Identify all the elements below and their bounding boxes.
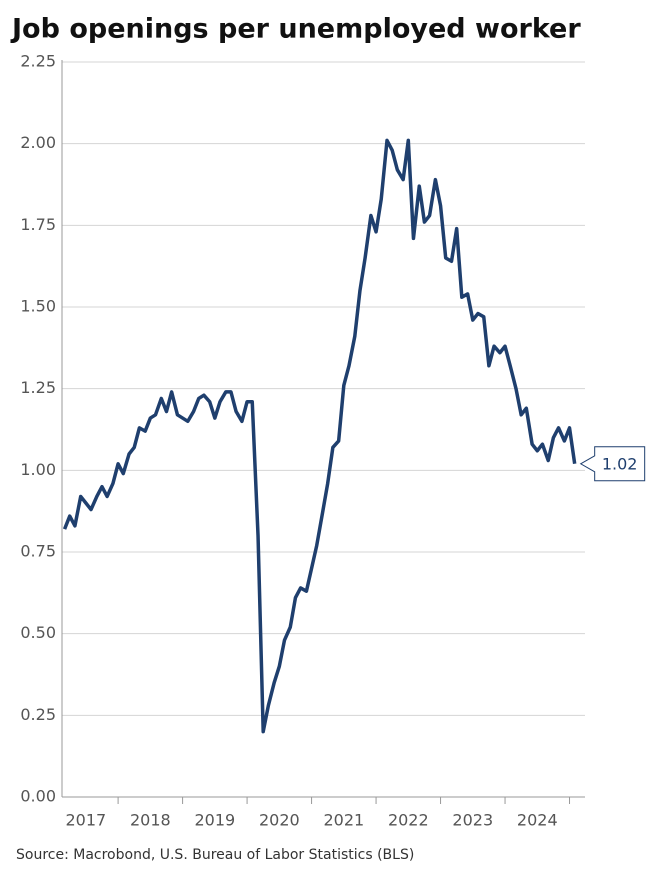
x-tick-label: 2021 <box>323 811 364 830</box>
y-tick-label: 1.50 <box>20 297 56 316</box>
y-tick-label: 1.75 <box>20 215 56 234</box>
x-tick-label: 2020 <box>259 811 300 830</box>
y-tick-label: 2.25 <box>20 52 56 71</box>
x-tick-label: 2022 <box>388 811 429 830</box>
callout-box <box>579 446 646 482</box>
y-tick-label: 1.00 <box>20 460 56 479</box>
y-tick-label: 1.25 <box>20 378 56 397</box>
x-tick-label: 2019 <box>194 811 235 830</box>
chart-title: Job openings per unemployed worker <box>10 14 581 45</box>
y-tick-label: 0.00 <box>20 787 56 806</box>
y-tick-label: 0.50 <box>20 623 56 642</box>
callout-label: 1.02 <box>602 454 638 473</box>
source-note: Source: Macrobond, U.S. Bureau of Labor … <box>16 847 414 863</box>
y-tick-label: 0.75 <box>20 542 56 561</box>
data-line <box>62 138 577 734</box>
x-tick-label: 2017 <box>66 811 107 830</box>
x-tick-label: 2024 <box>517 811 558 830</box>
y-tick-label: 0.25 <box>20 705 56 724</box>
x-tick-label: 2018 <box>130 811 171 830</box>
x-tick-label: 2023 <box>452 811 493 830</box>
y-tick-label: 2.00 <box>20 133 56 152</box>
